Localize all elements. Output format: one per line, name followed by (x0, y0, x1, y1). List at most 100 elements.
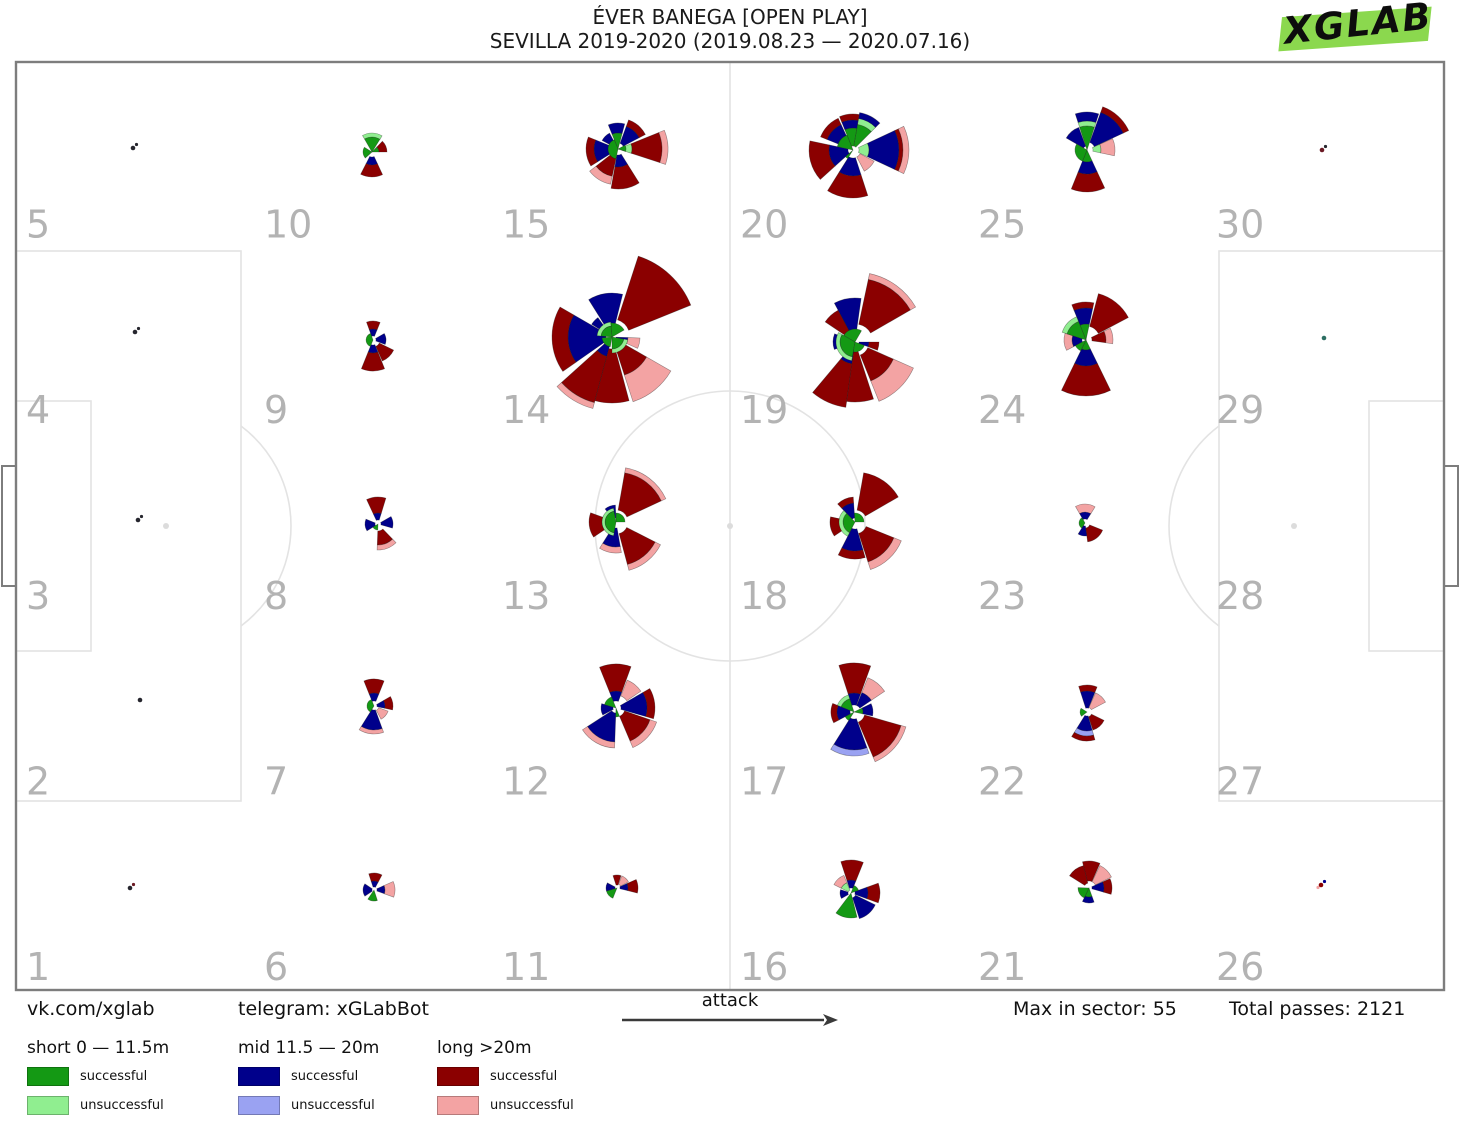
rose-sector-11-wedge (626, 879, 639, 894)
rose-speck-26 (1316, 885, 1320, 890)
rose-sector-16-wedge (833, 874, 848, 889)
page-title: ÉVER BANEGA [OPEN PLAY] (592, 5, 868, 29)
rose-sector-14-wedge (617, 255, 692, 331)
rose-speck-5 (130, 145, 136, 151)
rose-sector-17-wedge (861, 677, 886, 701)
rose-sector-24-wedge (1074, 339, 1087, 352)
legend-swatch-short-successful (27, 1066, 69, 1086)
sector-label-20: 20 (740, 203, 788, 247)
rose-sector-13-wedge (624, 467, 667, 502)
rose-speck-26 (1318, 882, 1324, 888)
rose-sector-20-wedge (894, 128, 904, 172)
rose-sector-22-wedge (1073, 727, 1094, 737)
rose-sector-16-wedge (866, 882, 881, 904)
sector-label-6: 6 (264, 945, 288, 989)
legend-row: successful (27, 1066, 227, 1086)
rose-sector-14-wedge (610, 322, 625, 338)
rose-sector-13-wedge (627, 541, 661, 571)
rose-sector-25-wedge (1077, 120, 1097, 128)
rose-sector-22-wedge (1078, 684, 1098, 693)
rose-sector-25-wedge (1077, 160, 1098, 175)
goal-left (1, 465, 17, 587)
rose-sector-12-wedge (600, 703, 614, 716)
rose-sector-17-wedge (847, 692, 861, 706)
sector-label-24: 24 (978, 388, 1026, 432)
rose-sector-8-wedge (372, 523, 379, 531)
rose-sector-11-wedge (606, 887, 618, 899)
rose-sector-9-wedge (365, 333, 374, 347)
legend-group-mid: mid 11.5 — 20m successful unsuccessful (238, 1038, 438, 1122)
rose-sector-20-wedge (820, 117, 842, 140)
rose-speck-3 (135, 517, 141, 523)
rose-sector-19-wedge (858, 341, 870, 348)
rose-sector-23-wedge (1078, 517, 1086, 529)
rose-sector-18-wedge (837, 496, 854, 509)
rose-sector-7-wedge (375, 707, 389, 720)
rose-sector-24-wedge (1071, 301, 1095, 311)
rose-sector-20-wedge (858, 142, 870, 158)
center-spot (727, 523, 733, 529)
legend-row: unsuccessful (27, 1095, 227, 1115)
sector-label-15: 15 (502, 203, 550, 247)
rose-sector-18-wedge (837, 547, 866, 560)
legend-group-long: long >20m successful unsuccessful (437, 1038, 637, 1122)
rose-sector-24-wedge (1103, 327, 1114, 345)
sector-label-16: 16 (740, 945, 788, 989)
rose-speck-2 (137, 697, 143, 703)
rose-sector-10-wedge (365, 156, 378, 166)
rose-sector-18-wedge (854, 512, 865, 523)
rose-sector-16-wedge (840, 882, 851, 893)
rose-sector-15-wedge (619, 126, 640, 147)
rose-sector-10-wedge (376, 140, 388, 153)
rose-sector-24-wedge (1061, 316, 1079, 335)
rose-sector-22-wedge (1088, 713, 1105, 731)
penalty-arc-right (1168, 425, 1220, 627)
rose-sector-11-wedge (612, 874, 622, 886)
rose-sector-20-wedge (808, 140, 836, 180)
rose-sector-20-wedge (858, 112, 881, 128)
rose-sector-25-wedge (1099, 138, 1116, 157)
rose-sector-15-wedge (607, 122, 626, 135)
rose-sector-25-wedge (1100, 106, 1130, 134)
rose-sector-15-wedge (617, 144, 627, 152)
rose-sector-16-wedge (850, 885, 859, 894)
sector-label-1: 1 (26, 945, 50, 989)
rose-sector-23-wedge (1079, 511, 1092, 521)
rose-sector-15-wedge (589, 165, 613, 185)
rose-sector-24-wedge (1063, 332, 1075, 351)
rose-sector-19-wedge (867, 273, 917, 311)
legend-label: successful (490, 1068, 558, 1084)
legend-row: unsuccessful (238, 1095, 438, 1115)
rose-sector-18-wedge (838, 510, 850, 537)
rose-sector-19-wedge (852, 341, 865, 353)
sector-label-22: 22 (978, 759, 1026, 803)
rose-sector-6-wedge (376, 885, 386, 895)
sector-label-17: 17 (740, 759, 788, 803)
rose-sector-15-wedge (607, 139, 619, 160)
rose-sector-15-wedge (658, 129, 669, 165)
sector-label-4: 4 (26, 388, 50, 432)
sector-label-2: 2 (26, 759, 50, 803)
legend-label: unsuccessful (490, 1097, 574, 1113)
rose-sector-13-wedge (601, 507, 615, 537)
rose-sector-20-wedge (897, 125, 910, 175)
legend-label: successful (291, 1068, 359, 1084)
rose-sector-13-wedge (615, 512, 626, 523)
rose-sector-22-wedge (1079, 707, 1088, 717)
rose-sector-7-wedge (383, 696, 394, 711)
rose-sector-7-wedge (366, 699, 375, 713)
total-passes-text: Total passes: 2121 (1229, 998, 1406, 1020)
rose-sector-6-wedge (368, 872, 383, 883)
rose-speck-5 (134, 142, 139, 147)
rose-sector-17-wedge (830, 702, 840, 724)
rose-sector-20-wedge (856, 153, 875, 172)
rose-sector-25-wedge (1070, 171, 1106, 193)
rose-sector-18-wedge (867, 537, 902, 570)
rose-sector-17-wedge (856, 692, 872, 709)
sector-label-12: 12 (502, 759, 550, 803)
rose-sector-21-wedge (1077, 887, 1090, 899)
sector-label-26: 26 (1216, 945, 1264, 989)
rose-sector-24-wedge (1061, 362, 1111, 397)
rose-sector-16-wedge (839, 889, 849, 899)
rose-sector-12-wedge (642, 688, 656, 720)
